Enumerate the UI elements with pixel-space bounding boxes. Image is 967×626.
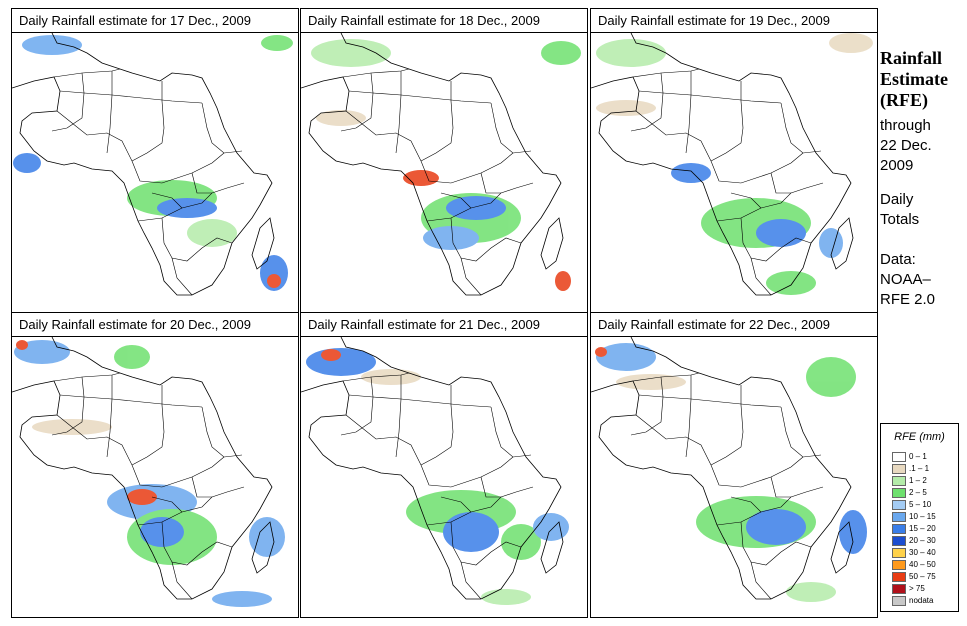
legend-label: 5 – 10 [909,500,932,509]
legend-label: 10 – 15 [909,512,936,521]
side-title: Rainfall Estimate (RFE) [880,48,948,111]
legend-swatch [892,536,906,546]
data-line: Data: [880,251,916,268]
daily-line: Daily [880,191,914,208]
legend-swatch [892,572,906,582]
legend-label: 50 – 75 [909,572,936,581]
legend-swatch [892,464,906,474]
legend-label: 0 – 1 [909,452,927,461]
legend-swatch [892,512,906,522]
legend-label: 15 – 20 [909,524,936,533]
legend-label: .1 – 1 [909,464,930,473]
map-panel-dec19: Daily Rainfall estimate for 19 Dec., 200… [590,8,878,314]
panel-title: Daily Rainfall estimate for 20 Dec., 200… [12,313,298,337]
through-line: 22 Dec. [880,137,932,154]
legend-swatch [892,476,906,486]
legend-swatch [892,500,906,510]
legend-swatch [892,596,906,606]
through-line: 2009 [880,157,914,174]
map-panel-dec20: Daily Rainfall estimate for 20 Dec., 200… [11,312,299,618]
rainfall-map [12,33,293,296]
legend-entry: 5 – 10 [892,500,954,511]
legend-entry: > 75 [892,584,954,595]
panel-title: Daily Rainfall estimate for 17 Dec., 200… [12,9,298,33]
rainfall-map [591,33,873,296]
legend-label: nodata [909,596,934,605]
legend-entry: 20 – 30 [892,536,954,547]
panel-title: Daily Rainfall estimate for 21 Dec., 200… [301,313,587,337]
legend-swatch [892,560,906,570]
panel-title: Daily Rainfall estimate for 19 Dec., 200… [591,9,877,33]
through-line: through [880,117,931,134]
legend-title: RFE (mm) [894,431,945,443]
data-line: NOAA– [880,271,931,288]
legend-swatch [892,524,906,534]
data-line: RFE 2.0 [880,291,936,308]
legend-entry: 10 – 15 [892,512,954,523]
legend-entry: 15 – 20 [892,524,954,535]
panel-title: Daily Rainfall estimate for 18 Dec., 200… [301,9,587,33]
panel-title: Daily Rainfall estimate for 22 Dec., 200… [591,313,877,337]
daily-line: Totals [880,211,920,228]
rainfall-map [591,337,867,602]
title-line: Rainfall [880,48,943,68]
legend-entry: 30 – 40 [892,548,954,559]
legend-label: 1 – 2 [909,476,927,485]
rainfall-map [301,337,569,605]
map-panel-dec17: Daily Rainfall estimate for 17 Dec., 200… [11,8,299,314]
legend-entry: 2 – 5 [892,488,954,499]
rfe-legend: RFE (mm) 0 – 1 .1 – 1 1 – 2 2 – 5 5 – 10 10 –… [880,423,959,612]
rainfall-map [12,337,285,607]
legend-label: 2 – 5 [909,488,927,497]
legend-swatch [892,488,906,498]
data-source: Data: NOAA– RFE 2.0 [880,250,935,310]
title-line: (RFE) [880,90,928,110]
legend-entry: .1 – 1 [892,464,954,475]
map-panel-dec21: Daily Rainfall estimate for 21 Dec., 200… [300,312,588,618]
legend-swatch [892,452,906,462]
legend-label: > 75 [909,584,925,593]
daily-totals: Daily Totals [880,190,919,230]
legend-swatch [892,584,906,594]
rainfall-map [301,33,581,296]
legend-entry: 40 – 50 [892,560,954,571]
through-date: through 22 Dec. 2009 [880,116,932,176]
map-panel-dec18: Daily Rainfall estimate for 18 Dec., 200… [300,8,588,314]
legend-label: 40 – 50 [909,560,936,569]
legend-entry: nodata [892,596,954,607]
legend-swatch [892,548,906,558]
title-line: Estimate [880,69,948,89]
map-panel-dec22: Daily Rainfall estimate for 22 Dec., 200… [590,312,878,618]
legend-label: 30 – 40 [909,548,936,557]
legend-entry: 50 – 75 [892,572,954,583]
legend-entry: 1 – 2 [892,476,954,487]
legend-label: 20 – 30 [909,536,936,545]
legend-entry: 0 – 1 [892,452,954,463]
